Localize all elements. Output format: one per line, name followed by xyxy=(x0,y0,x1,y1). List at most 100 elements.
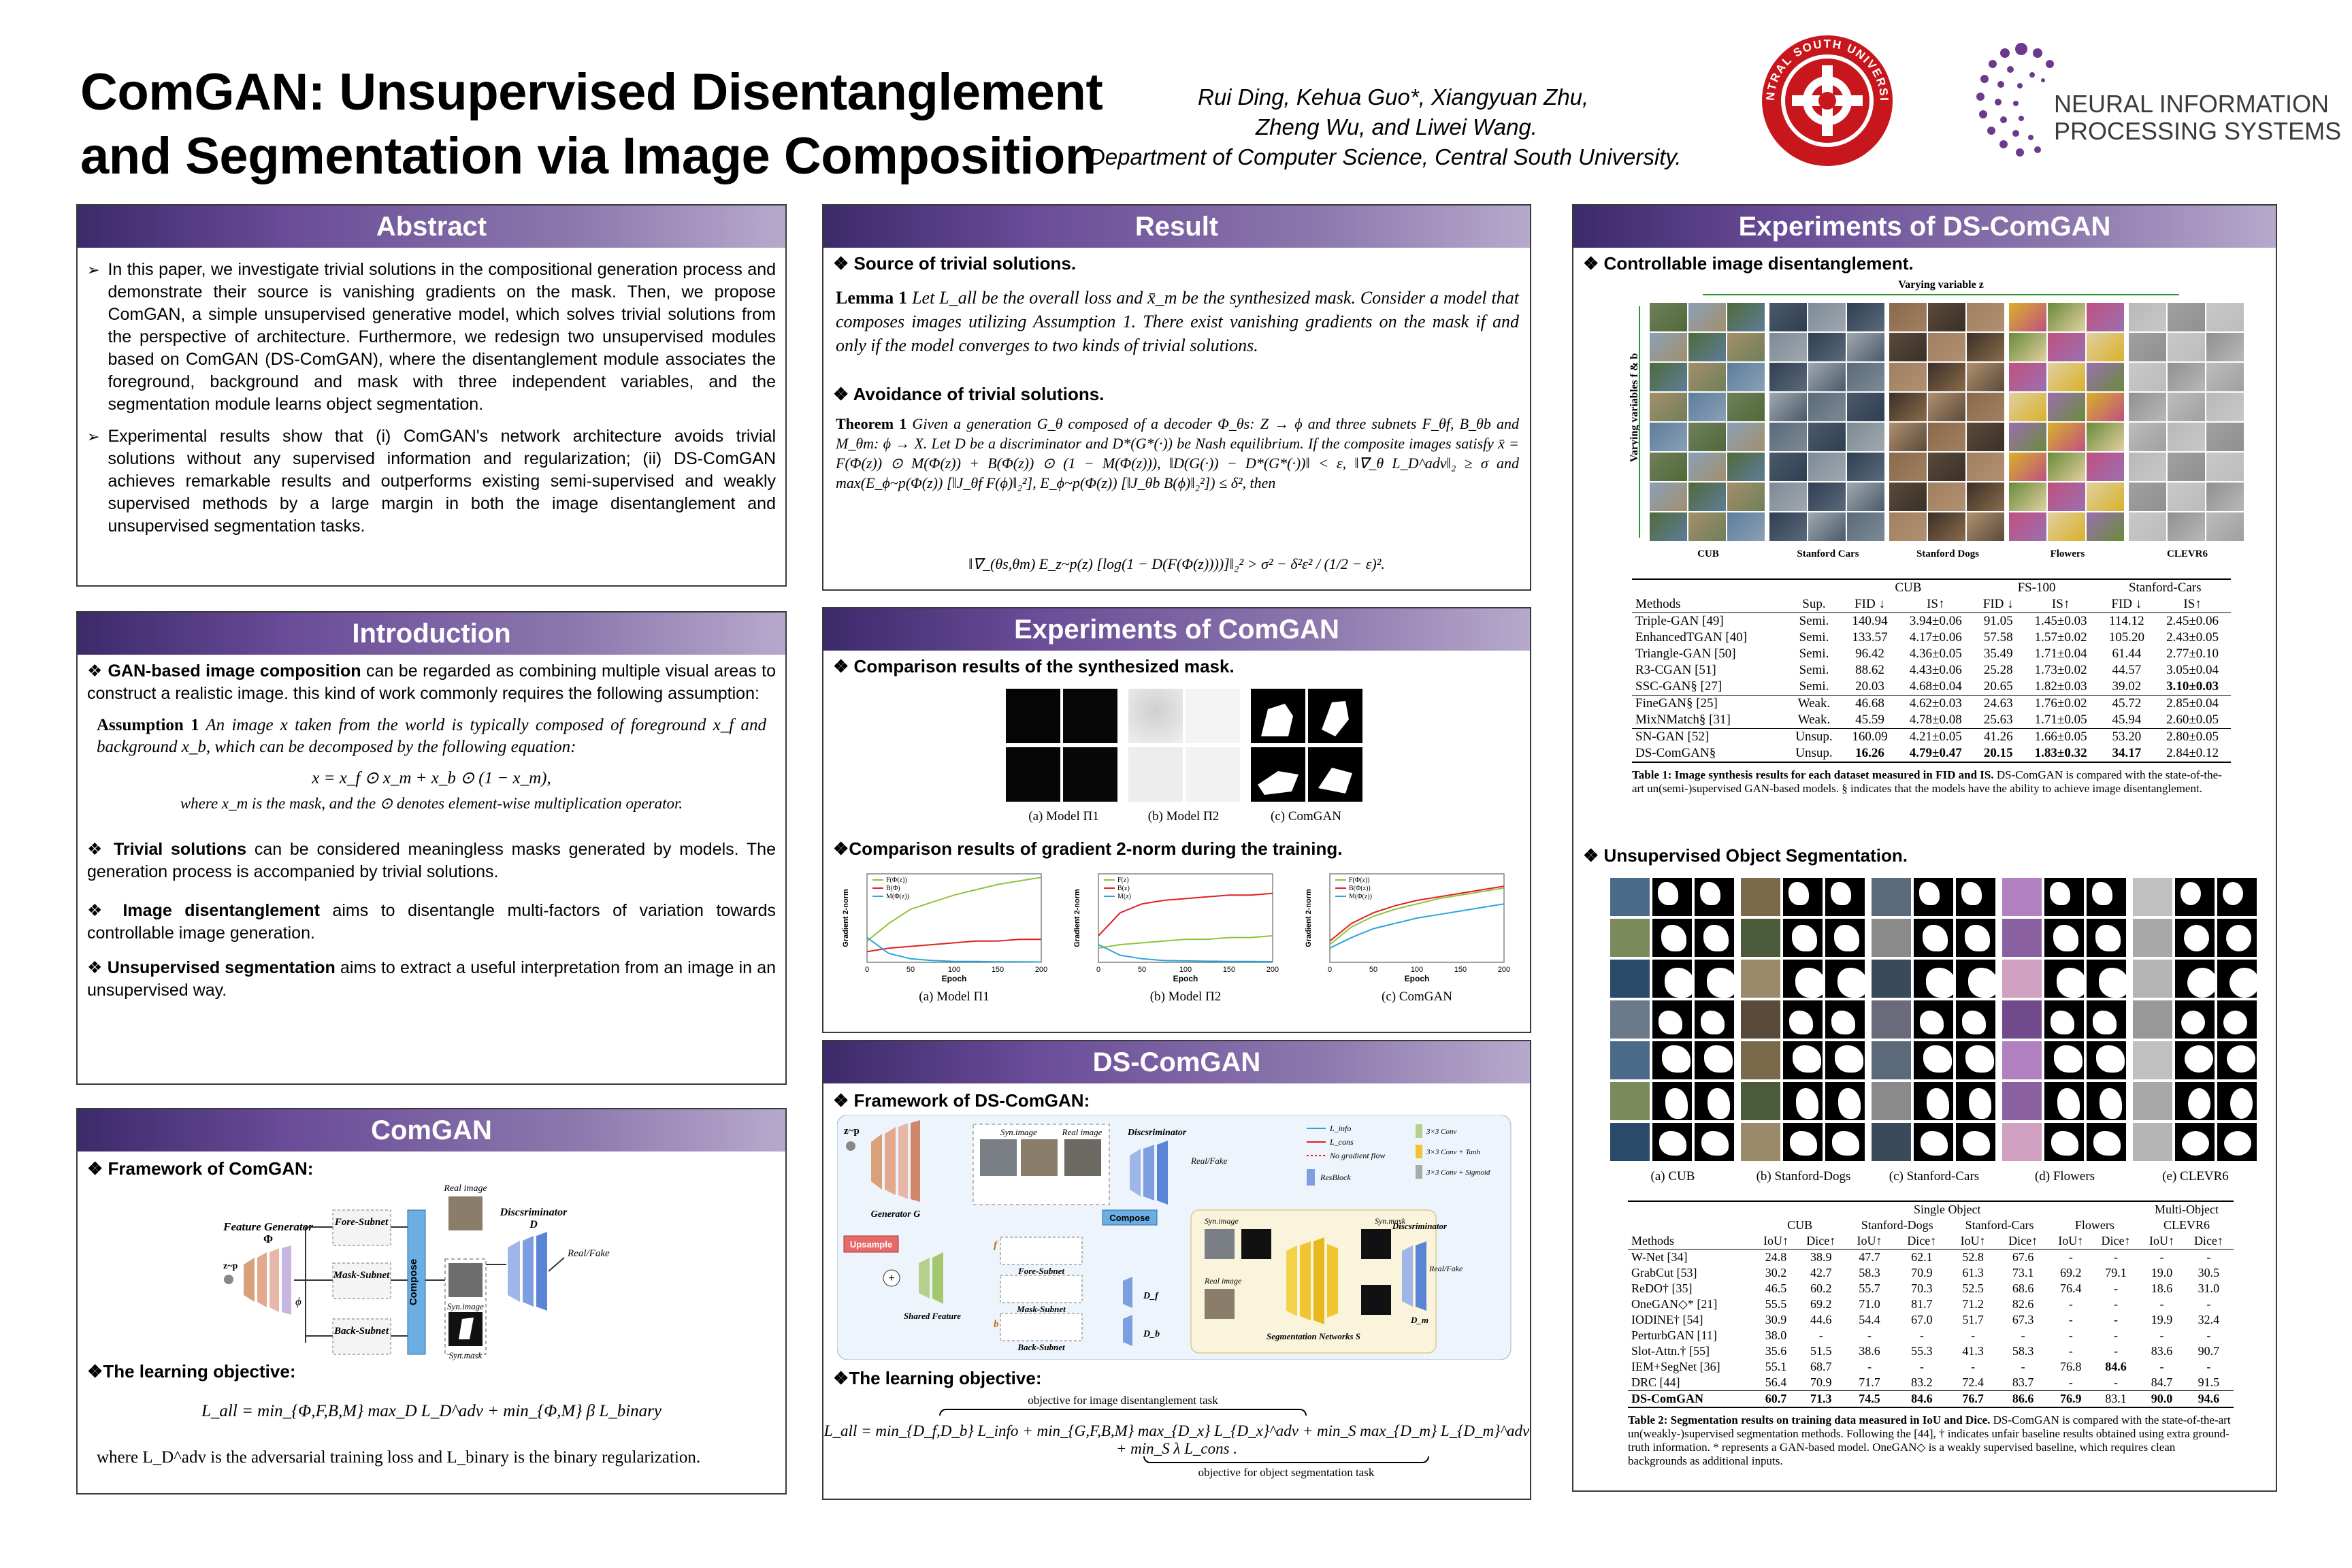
svg-text:b: b xyxy=(994,1319,999,1330)
svg-text:Discsriminator: Discsriminator xyxy=(1392,1221,1448,1231)
segmentation-mask-image xyxy=(1825,878,1865,916)
segmentation-mask-image xyxy=(2087,1082,2126,1120)
disentangle-sample-image xyxy=(2206,423,2244,451)
disentangle-sample-image xyxy=(1688,453,1726,481)
disentangle-sample-image xyxy=(1847,333,1884,361)
segmentation-mask-image xyxy=(2217,878,2257,916)
table2-cell: 55.3 xyxy=(1911,1344,1933,1358)
table1-cell: 1.76±0.02 xyxy=(2034,696,2087,710)
seg-label-dogs: (b) Stanford-Dogs xyxy=(1756,1169,1851,1183)
chart-x-tick-label: 50 xyxy=(906,966,915,974)
segmentation-mask-image xyxy=(1695,1123,1734,1161)
disentangle-sample-image xyxy=(1967,363,2004,391)
segmentation-mask-image xyxy=(1956,878,1995,916)
segmentation-mask-image xyxy=(1956,919,1995,957)
grid-label-dogs: Stanford Dogs xyxy=(1916,549,1980,559)
table1-cell: Semi. xyxy=(1799,663,1829,677)
table2-cell: 82.6 xyxy=(2012,1297,2034,1311)
segmentation-mask-image xyxy=(1956,1082,1995,1120)
table1-cell: Triangle-GAN [50] xyxy=(1635,647,1736,661)
exp-comgan-panel: Experiments of ComGAN ❖ Comparison resul… xyxy=(822,607,1531,1033)
table2-cell: - xyxy=(2159,1250,2164,1264)
segmentation-input-image xyxy=(1872,1000,1911,1039)
intro-bullet-1: ❖ GAN-based image composition can be reg… xyxy=(87,662,776,703)
chart-series-line xyxy=(1098,944,1273,962)
comgan-objective-equation: L_all = min_{Φ,F,B,M} max_D L_D^adv + mi… xyxy=(201,1402,662,1420)
table1-cell: 1.45±0.03 xyxy=(2034,614,2087,628)
table2-cell: 81.7 xyxy=(1911,1297,1933,1311)
table1-col-header: IS↑ xyxy=(2183,597,2202,611)
table1-cell: 1.71±0.04 xyxy=(2034,647,2087,661)
disentangle-sample-image xyxy=(1889,393,1927,421)
segmentation-mask-image xyxy=(1914,1000,1953,1039)
intro-bullet-4: ❖ Unsupervised segmentation aims to extr… xyxy=(87,958,776,1000)
chart-x-tick-label: 0 xyxy=(1328,966,1332,974)
mask-caption-c: (c) ComGAN xyxy=(1271,809,1341,823)
disentangle-sample-image xyxy=(1847,512,1884,541)
disentangle-sample-image xyxy=(1769,303,1807,331)
table1-cell: Weak. xyxy=(1797,696,1831,710)
table2-cell: 83.1 xyxy=(2105,1392,2127,1405)
segmentation-mask-image xyxy=(1783,1123,1823,1161)
disentangle-sample-image xyxy=(2048,363,2085,391)
table2-cell: - xyxy=(2113,1297,2118,1311)
dscomgan-framework-title: ❖ Framework of DS-ComGAN: xyxy=(833,1090,1090,1111)
table2-col-header: Dice↑ xyxy=(1806,1234,1836,1247)
table1-cell: Triple-GAN [49] xyxy=(1635,614,1724,628)
disentangle-sample-image xyxy=(1727,423,1765,451)
segmentation-input-image xyxy=(1610,960,1650,998)
segmentation-input-image xyxy=(2002,919,2042,957)
segmentation-mask-image xyxy=(1652,1082,1692,1120)
disentangle-sample-image xyxy=(2048,333,2085,361)
neurips-text-1: NEURAL INFORMATION xyxy=(2054,90,2330,118)
segmentation-mask-image xyxy=(2087,878,2126,916)
table2-col-header: IoU↑ xyxy=(1763,1234,1788,1247)
segmentation-input-image xyxy=(2133,919,2172,957)
svg-text:Back-Subnet: Back-Subnet xyxy=(1017,1342,1065,1352)
table-1: CUB FS-100 Stanford-Cars Methods Sup. FID … xyxy=(1632,578,2231,796)
disentangle-sample-image xyxy=(2048,393,2085,421)
segmentation-mask-image xyxy=(2175,878,2215,916)
table2-cell: - xyxy=(2113,1281,2118,1295)
svg-text:3×3 Conv + Sigmoid: 3×3 Conv + Sigmoid xyxy=(1426,1169,1490,1177)
svg-text:Feature Generator: Feature Generator xyxy=(223,1220,313,1233)
disentangle-sample-image xyxy=(2009,303,2046,331)
disentangle-sample-image xyxy=(1967,453,2004,481)
segmentation-mask-image xyxy=(1783,1000,1823,1039)
disentangle-sample-image xyxy=(1650,483,1687,511)
disentangle-sample-image xyxy=(1928,423,1965,451)
svg-text:Syn.image: Syn.image xyxy=(1205,1216,1239,1226)
disentangle-sample-image xyxy=(1769,333,1807,361)
table1-row: Triple-GAN [49] Semi. 140.94 3.94±0.06 91.05… xyxy=(1632,613,2231,630)
disentangle-sample-image xyxy=(2168,512,2205,541)
table2-cell: 35.6 xyxy=(1765,1344,1787,1358)
table2-cell: - xyxy=(1867,1360,1872,1373)
disentangle-sample-image xyxy=(2009,363,2046,391)
svg-text:f: f xyxy=(994,1240,998,1251)
table2-cell: IEM+SegNet [36] xyxy=(1631,1360,1720,1373)
segmentation-mask-image xyxy=(2087,919,2126,957)
table1-cell: 4.36±0.05 xyxy=(1909,647,1962,661)
table-1-caption: Table 1: Image synthesis results for eac… xyxy=(1632,768,2222,795)
svg-text:Shared Feature: Shared Feature xyxy=(904,1311,961,1321)
segmentation-mask-image xyxy=(2044,1000,2084,1039)
table2-cell: 42.7 xyxy=(1810,1266,1832,1279)
segmentation-input-image xyxy=(1741,1082,1780,1120)
mask-comparison-figure: (a) Model Π1 (b) Model Π2 (c) ComGAN xyxy=(1006,689,1373,825)
segmentation-mask-image xyxy=(2217,960,2259,998)
table2-row: GrabCut [53] 30.2 42.7 58.3 70.9 61.3 73.1 69.2… xyxy=(1628,1265,2234,1281)
exp-ds-s2: ❖ Unsupervised Object Segmentation. xyxy=(1583,845,1908,866)
chart-legend-label: F(Φ(z)) xyxy=(1349,877,1370,884)
svg-text:Segmentation Networks S: Segmentation Networks S xyxy=(1267,1331,1360,1341)
segmentation-mask-image xyxy=(1695,1082,1734,1120)
table2-cell: 58.3 xyxy=(1859,1266,1880,1279)
table1-row: R3-CGAN [51] Semi. 88.62 4.43±0.06 25.28 1.73… xyxy=(1632,662,2231,679)
assumption-equation: x = x_f ⊙ x_m + x_b ⊙ (1 − x_m), xyxy=(312,769,551,787)
table2-cell: - xyxy=(1919,1328,1924,1342)
chart-plot-area xyxy=(1098,873,1273,963)
table1-cell: 2.60±0.05 xyxy=(2166,713,2219,727)
table1-cell: 45.72 xyxy=(2112,696,2142,710)
disentangle-sample-image xyxy=(1889,512,1927,541)
disentangle-sample-image xyxy=(2168,483,2205,511)
table2-cell: 18.6 xyxy=(2151,1281,2173,1295)
